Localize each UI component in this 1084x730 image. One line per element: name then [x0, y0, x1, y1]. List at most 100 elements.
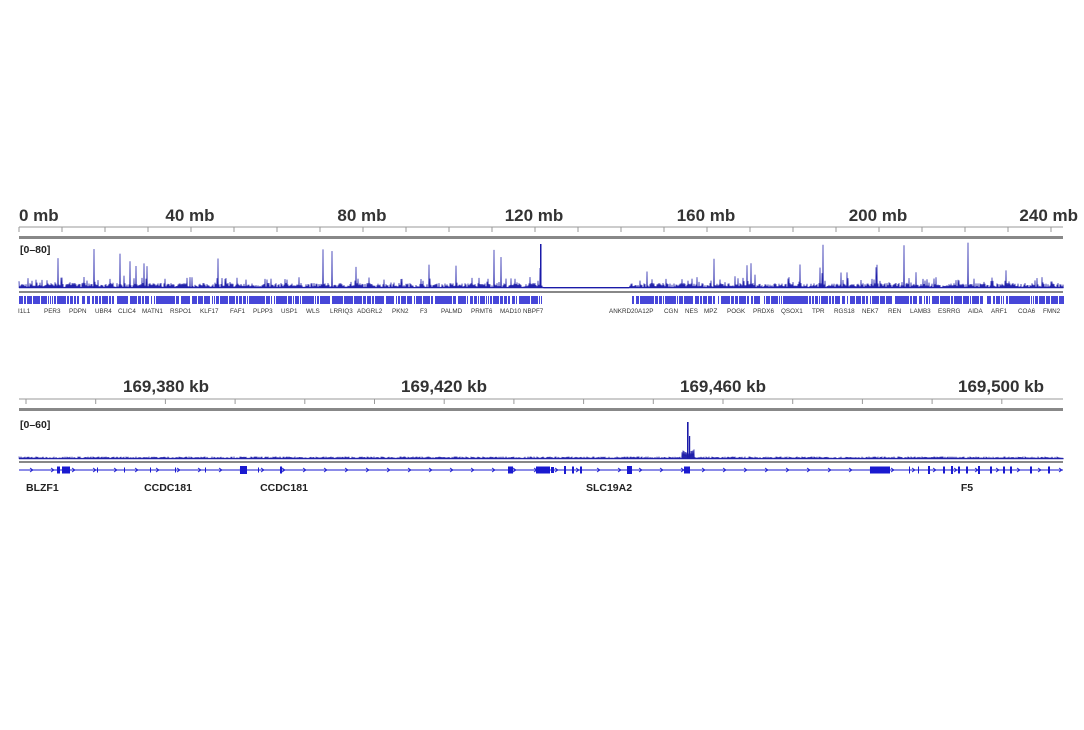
gene-block [336, 296, 337, 304]
gene-label: CGN [664, 308, 678, 315]
gene-block [641, 296, 642, 304]
gene-block [162, 296, 163, 304]
gene-block [112, 296, 113, 304]
gene-label: CCDC181 [144, 482, 192, 494]
gene-block [184, 296, 185, 304]
gene-block [728, 296, 729, 304]
gene-block [121, 296, 122, 304]
gene-block [876, 296, 877, 304]
gene-block [964, 296, 965, 304]
gene-label: ESRRG [938, 308, 960, 315]
gene-block [368, 296, 369, 304]
gene-block [809, 296, 810, 304]
gene-block [391, 296, 392, 304]
gene-block [881, 296, 882, 304]
gene-block [346, 296, 347, 304]
gene-block [445, 296, 446, 304]
gene-strand-arrow [659, 467, 664, 473]
gene-label: PRMT6 [471, 308, 493, 315]
gene-block [24, 296, 25, 304]
gene-block [872, 296, 873, 304]
gene-block [256, 296, 257, 304]
gene-exon [175, 467, 176, 473]
gene-block [107, 296, 108, 304]
gene-block [1033, 296, 1034, 304]
gene-block [176, 296, 177, 304]
gene-block [655, 296, 656, 304]
gene-label: MAD10 [500, 308, 521, 315]
gene-block [956, 296, 957, 304]
gene-block [416, 296, 417, 304]
gene-block [807, 296, 808, 304]
gene-block [823, 296, 824, 304]
gene-block [732, 296, 733, 304]
gene-block [774, 296, 775, 304]
gene-block [435, 296, 436, 304]
gene-exon [572, 466, 574, 474]
gene-block [501, 296, 502, 304]
gene-block [52, 296, 53, 304]
gene-block [284, 296, 285, 304]
gene-block [118, 296, 119, 304]
gene-block [125, 296, 126, 304]
gene-block [680, 296, 681, 304]
gene-block [328, 296, 329, 304]
gene-block [838, 296, 839, 304]
gene-label: PKN2 [392, 308, 409, 315]
gene-block [380, 296, 381, 304]
gene-block [455, 296, 456, 304]
gene-block [229, 296, 230, 304]
gene-block [348, 296, 349, 304]
gene-block [146, 296, 147, 304]
gene-block [312, 296, 313, 304]
gene-block [731, 296, 732, 304]
gene-block [48, 296, 49, 304]
gene-block [291, 296, 292, 304]
track-separator [19, 236, 1063, 239]
gene-block [227, 296, 228, 304]
gene-block [333, 296, 334, 304]
gene-block [30, 296, 31, 304]
gene-block [164, 296, 165, 304]
gene-block [271, 296, 272, 304]
gene-block [216, 296, 217, 304]
gene-block [410, 296, 411, 304]
gene-label: UBR4 [95, 308, 112, 315]
gene-block [802, 296, 803, 304]
gene-block [221, 296, 222, 304]
gene-block [237, 296, 238, 304]
gene-block [161, 296, 162, 304]
gene-block [535, 296, 536, 304]
gene-strand-arrow [449, 467, 454, 473]
gene-block [95, 296, 96, 304]
gene-label: PER3 [44, 308, 61, 315]
gene-block [442, 296, 443, 304]
gene-block [361, 296, 362, 304]
gene-block [324, 296, 325, 304]
gene-block [688, 296, 689, 304]
ruler-tick-label: 80 mb [337, 206, 386, 225]
gene-block [698, 296, 699, 304]
genome-track-panel: 0 mb 40 mb 80 mb 120 mb 160 mb 200 mb 24… [0, 196, 1084, 326]
gene-block [335, 296, 336, 304]
gene-block [691, 296, 692, 304]
gene-block [472, 296, 473, 304]
gene-block [911, 296, 912, 304]
gene-block [945, 296, 946, 304]
gene-block [390, 296, 391, 304]
gene-block [703, 296, 704, 304]
gene-block [208, 296, 209, 304]
gene-block [174, 296, 175, 304]
gene-block [357, 296, 358, 304]
ruler-tick-label: 200 mb [849, 206, 908, 225]
gene-block [341, 296, 342, 304]
gene-block [244, 296, 245, 304]
signal-peak [540, 244, 542, 288]
gene-block [347, 296, 348, 304]
gene-block [789, 296, 790, 304]
gene-block [65, 296, 66, 304]
gene-strand-arrow [50, 467, 55, 473]
gene-block [21, 296, 22, 304]
locus-track-svg: 169,380 kb 169,420 kb 169,460 kb 169,500… [18, 377, 1064, 494]
gene-block [411, 296, 412, 304]
